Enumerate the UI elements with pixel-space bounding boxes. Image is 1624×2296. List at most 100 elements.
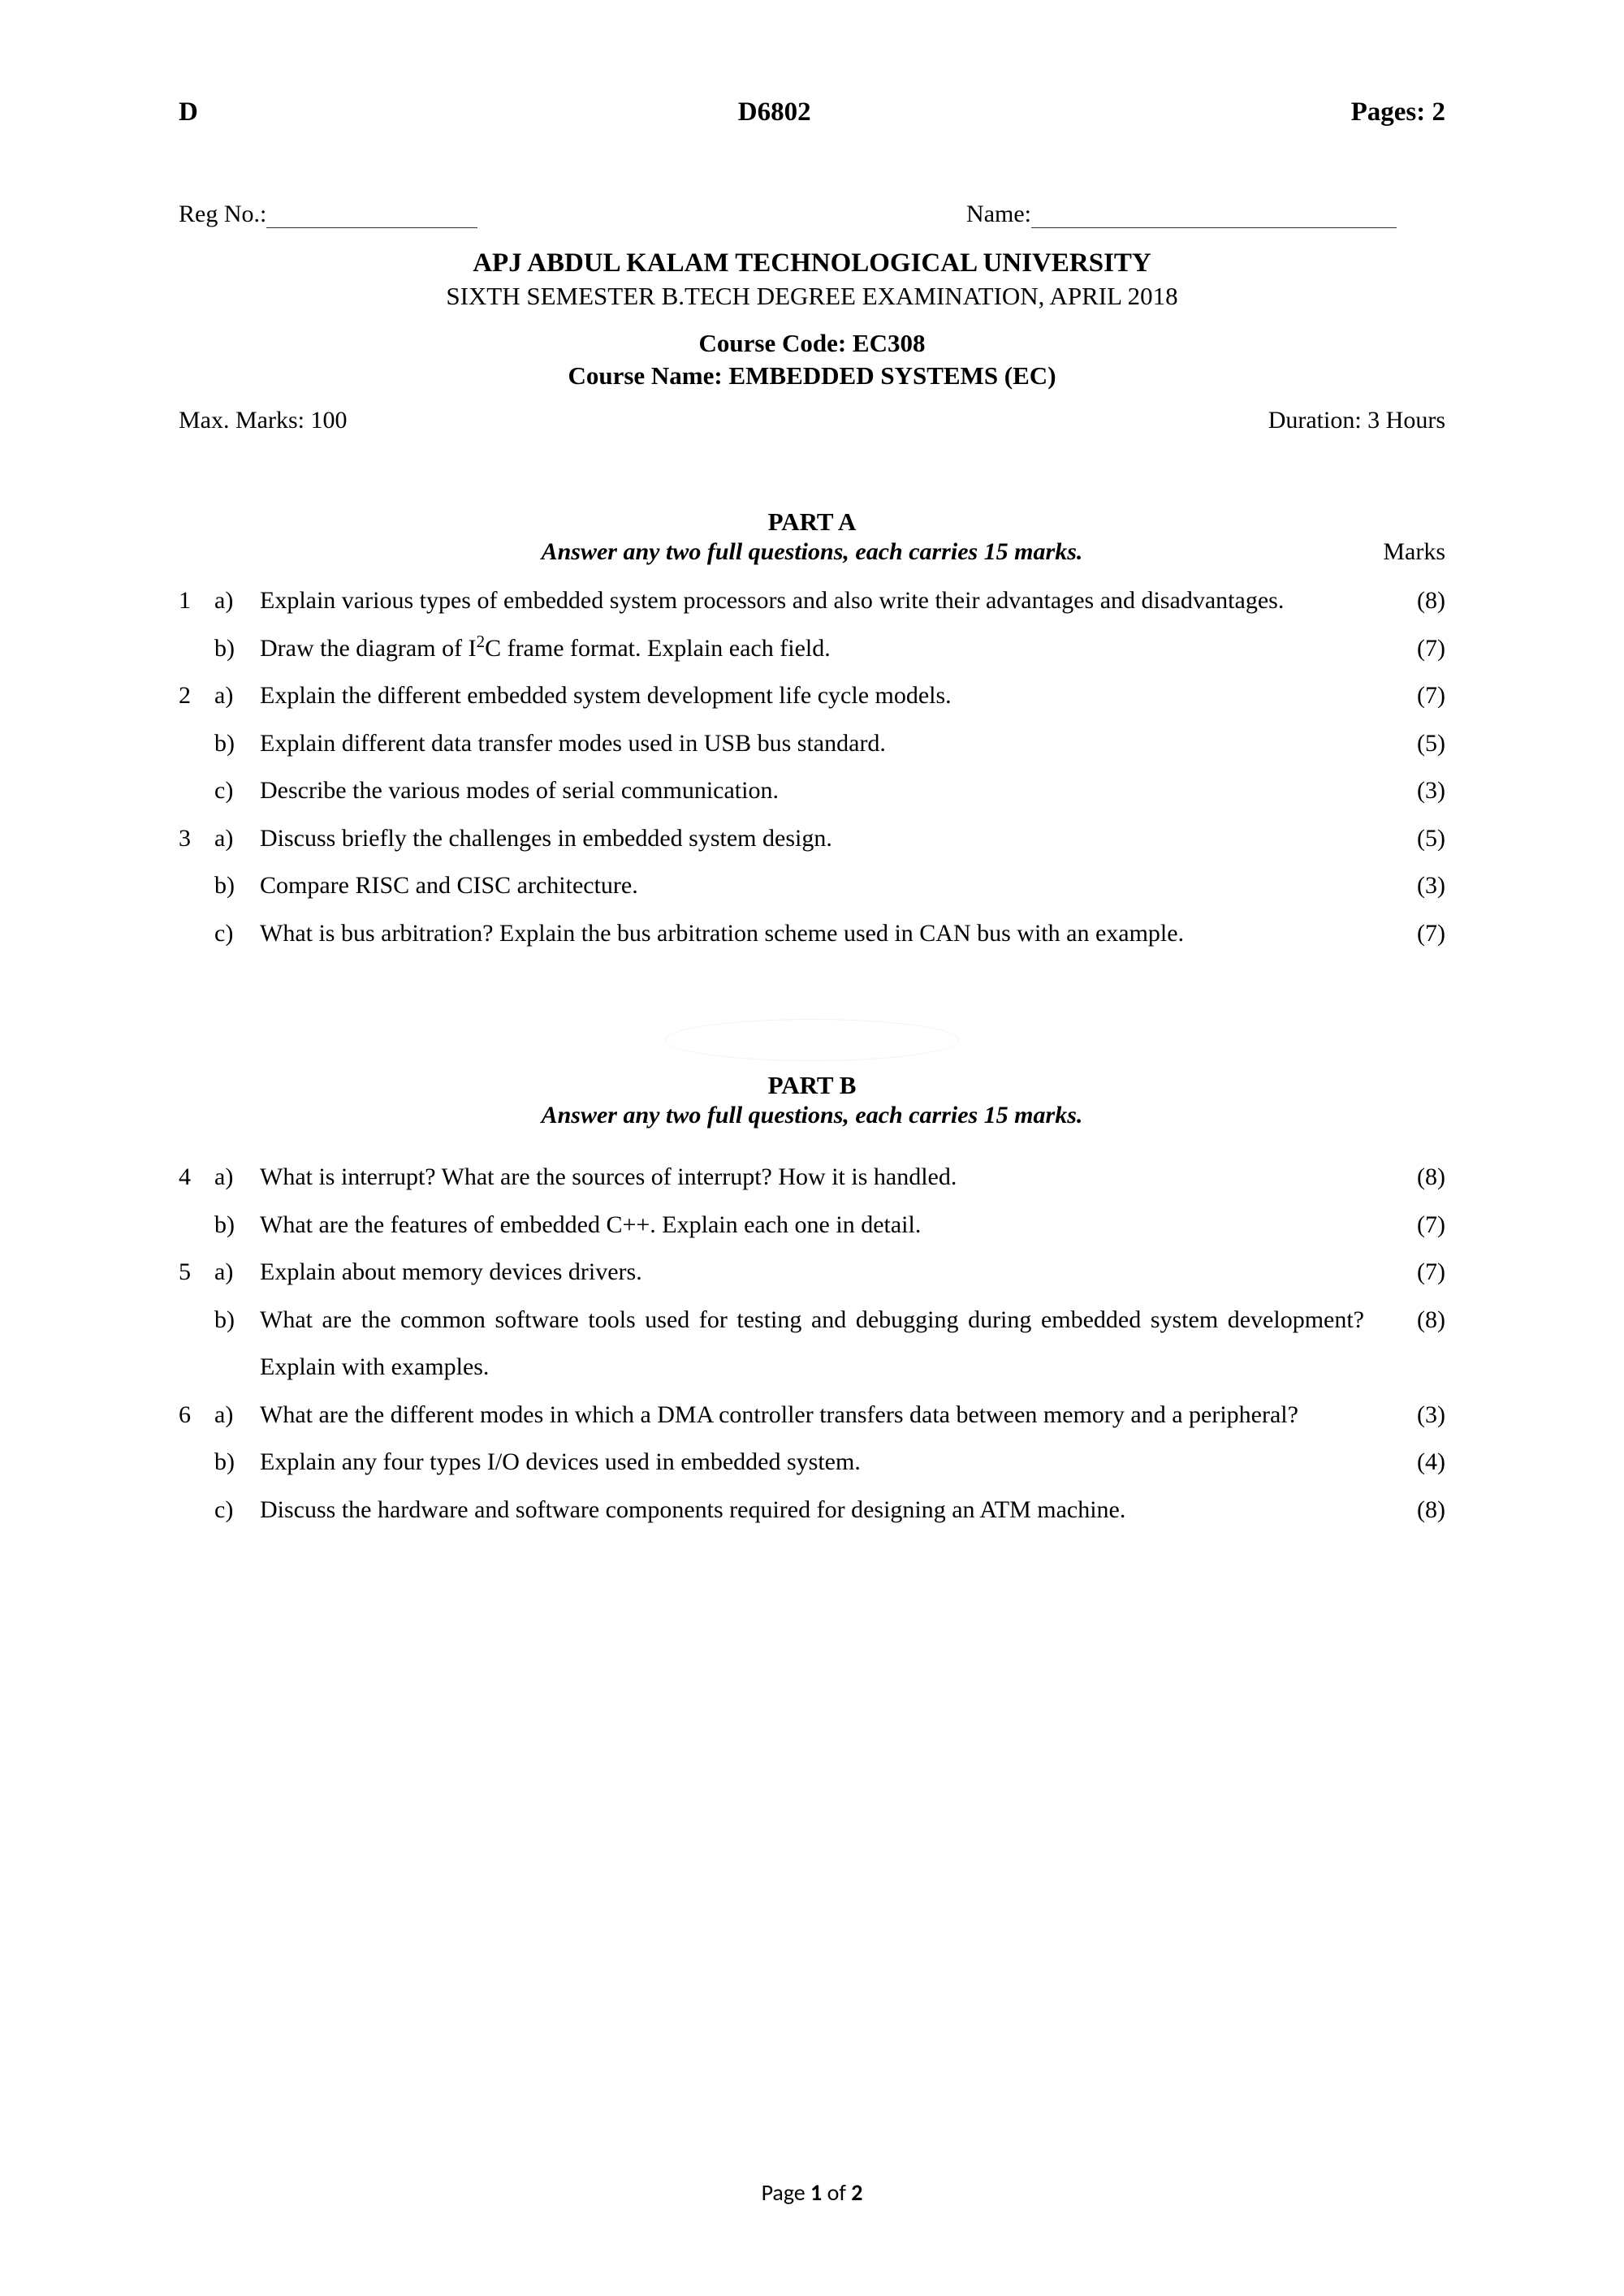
question-sub: b)	[214, 625, 260, 673]
course-name: Course Name: EMBEDDED SYSTEMS (EC)	[179, 361, 1445, 391]
question-row: 1a)Explain various types of embedded sys…	[179, 577, 1445, 625]
question-row: b)Explain different data transfer modes …	[179, 720, 1445, 768]
reg-no-field: Reg No.:	[179, 201, 477, 228]
question-text: Compare RISC and CISC architecture.	[260, 862, 1389, 910]
name-label: Name:	[966, 201, 1031, 227]
reg-no-blank	[266, 209, 477, 228]
question-sub: b)	[214, 1439, 260, 1487]
part-a-instr: Answer any two full questions, each carr…	[179, 538, 1445, 566]
question-sub: c)	[214, 1487, 260, 1534]
question-marks: (7)	[1389, 1249, 1445, 1297]
question-row: 3a)Discuss briefly the challenges in emb…	[179, 815, 1445, 863]
semester-line: SIXTH SEMESTER B.TECH DEGREE EXAMINATION…	[179, 282, 1445, 311]
page-footer: Page 1 of 2	[0, 2178, 1624, 2207]
question-text: Explain any four types I/O devices used …	[260, 1439, 1389, 1487]
question-number: 2	[179, 672, 214, 720]
part-b-instr: Answer any two full questions, each carr…	[179, 1102, 1445, 1129]
reg-no-label: Reg No.:	[179, 201, 266, 227]
question-row: c)Discuss the hardware and software comp…	[179, 1487, 1445, 1534]
question-marks: (4)	[1389, 1439, 1445, 1487]
question-row: c)What is bus arbitration? Explain the b…	[179, 910, 1445, 958]
question-number: 6	[179, 1392, 214, 1439]
question-marks: (7)	[1389, 672, 1445, 720]
question-number: 1	[179, 577, 214, 625]
question-marks: (8)	[1389, 1154, 1445, 1202]
header-center: D6802	[738, 97, 811, 127]
footer-total: 2	[851, 2178, 862, 2207]
question-marks: (8)	[1389, 577, 1445, 625]
question-sub: b)	[214, 862, 260, 910]
part-b-questions: 4a)What is interrupt? What are the sourc…	[179, 1154, 1445, 1534]
question-row: 6a)What are the different modes in which…	[179, 1392, 1445, 1439]
question-sub: a)	[214, 1392, 260, 1439]
question-sub: a)	[214, 577, 260, 625]
name-field: Name:	[966, 201, 1397, 228]
duration: Duration: 3 Hours	[1268, 407, 1445, 434]
question-row: b)Draw the diagram of I2C frame format. …	[179, 625, 1445, 673]
part-a-questions: 1a)Explain various types of embedded sys…	[179, 577, 1445, 957]
question-number: 5	[179, 1249, 214, 1297]
question-text: Explain different data transfer modes us…	[260, 720, 1389, 768]
question-text: What is interrupt? What are the sources …	[260, 1154, 1389, 1202]
question-marks: (7)	[1389, 1202, 1445, 1249]
question-row: 2a)Explain the different embedded system…	[179, 672, 1445, 720]
question-marks: (3)	[1389, 1392, 1445, 1439]
part-a-title: PART A	[179, 507, 1445, 537]
question-number: 4	[179, 1154, 214, 1202]
question-row: b)What are the common software tools use…	[179, 1297, 1445, 1392]
question-sub: a)	[214, 672, 260, 720]
marks-duration-row: Max. Marks: 100 Duration: 3 Hours	[179, 407, 1445, 434]
question-sub: c)	[214, 767, 260, 815]
question-text: Draw the diagram of I2C frame format. Ex…	[260, 625, 1389, 673]
exam-page: D D6802 Pages: 2 Reg No.: Name: APJ ABDU…	[0, 0, 1624, 2296]
part-b-instr-row: Answer any two full questions, each carr…	[179, 1102, 1445, 1129]
question-sub: a)	[214, 1249, 260, 1297]
question-text: What is bus arbitration? Explain the bus…	[260, 910, 1389, 958]
question-marks: (7)	[1389, 625, 1445, 673]
question-marks: (7)	[1389, 910, 1445, 958]
question-row: b)Compare RISC and CISC architecture.(3)	[179, 862, 1445, 910]
footer-current: 1	[810, 2178, 822, 2207]
question-row: c)Describe the various modes of serial c…	[179, 767, 1445, 815]
question-marks: (3)	[1389, 862, 1445, 910]
question-sub: a)	[214, 1154, 260, 1202]
marks-header: Marks	[1383, 538, 1445, 566]
question-row: b)What are the features of embedded C++.…	[179, 1202, 1445, 1249]
question-marks: (8)	[1389, 1297, 1445, 1344]
question-marks: (5)	[1389, 720, 1445, 768]
question-sub: b)	[214, 1202, 260, 1249]
watermark-oval	[665, 1019, 959, 1061]
question-sub: a)	[214, 815, 260, 863]
question-text: What are the features of embedded C++. E…	[260, 1202, 1389, 1249]
question-text: What are the common software tools used …	[260, 1297, 1389, 1392]
question-text: Explain the different embedded system de…	[260, 672, 1389, 720]
question-sub: b)	[214, 720, 260, 768]
header-right: Pages: 2	[1351, 97, 1445, 127]
footer-prefix: Page	[762, 2178, 810, 2207]
question-row: 4a)What is interrupt? What are the sourc…	[179, 1154, 1445, 1202]
course-code: Course Code: EC308	[179, 329, 1445, 358]
question-marks: (8)	[1389, 1487, 1445, 1534]
question-sub: b)	[214, 1297, 260, 1344]
question-text: Discuss briefly the challenges in embedd…	[260, 815, 1389, 863]
reg-name-row: Reg No.: Name:	[179, 201, 1445, 228]
question-row: b)Explain any four types I/O devices use…	[179, 1439, 1445, 1487]
part-b-title: PART B	[179, 1071, 1445, 1100]
part-a-instr-row: Answer any two full questions, each carr…	[179, 538, 1445, 566]
top-header-row: D D6802 Pages: 2	[179, 97, 1445, 127]
question-row: 5a)Explain about memory devices drivers.…	[179, 1249, 1445, 1297]
question-text: What are the different modes in which a …	[260, 1392, 1389, 1439]
question-text: Explain various types of embedded system…	[260, 577, 1389, 625]
question-text: Explain about memory devices drivers.	[260, 1249, 1389, 1297]
university-title: APJ ABDUL KALAM TECHNOLOGICAL UNIVERSITY	[179, 248, 1445, 278]
header-left: D	[179, 97, 198, 127]
question-text: Discuss the hardware and software compon…	[260, 1487, 1389, 1534]
question-sub: c)	[214, 910, 260, 958]
question-number: 3	[179, 815, 214, 863]
question-text: Describe the various modes of serial com…	[260, 767, 1389, 815]
question-marks: (3)	[1389, 767, 1445, 815]
max-marks: Max. Marks: 100	[179, 407, 347, 434]
footer-mid: of	[822, 2178, 851, 2207]
name-blank	[1031, 209, 1397, 228]
question-marks: (5)	[1389, 815, 1445, 863]
